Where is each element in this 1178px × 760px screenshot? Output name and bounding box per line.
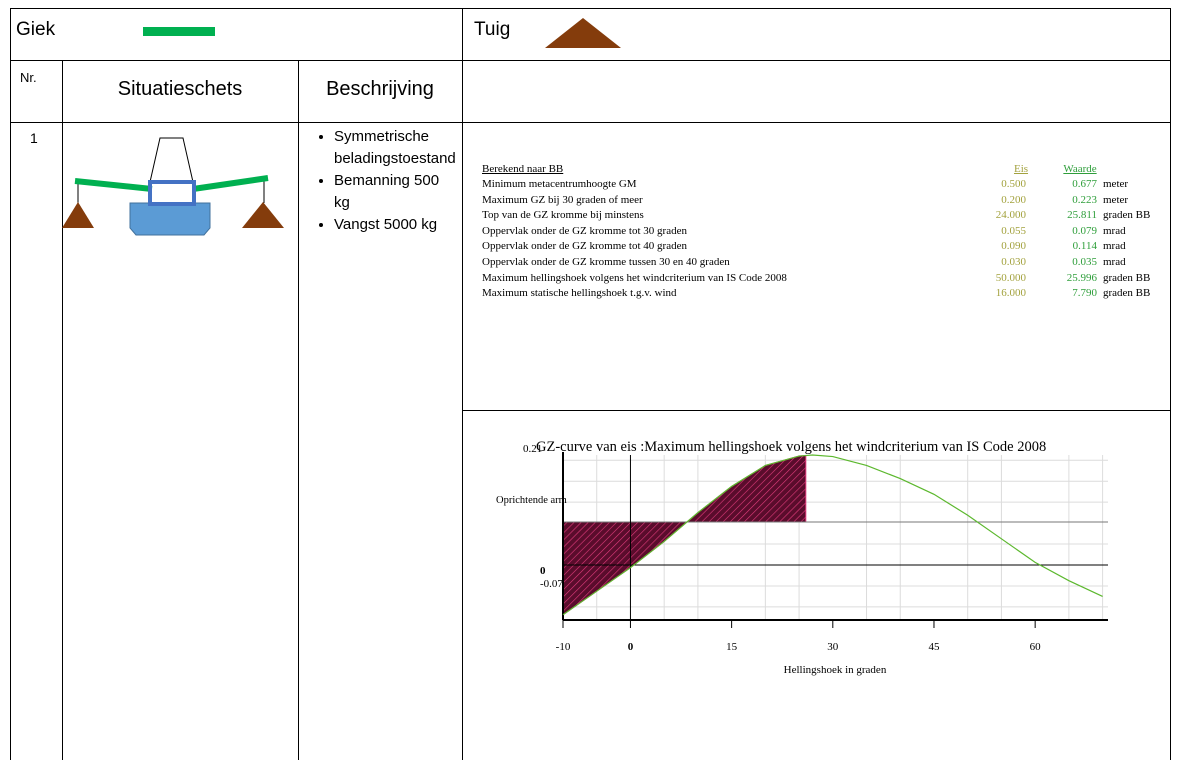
- tuig-icon: [545, 18, 621, 48]
- criterion-waarde: 0.114: [1072, 240, 1097, 253]
- eis-header: Eis: [1013, 163, 1029, 175]
- criterion-label: Top van de GZ kromme bij minstens: [482, 209, 644, 222]
- col-header: Nr.: [20, 70, 37, 85]
- description-item: Vangst 5000 kg: [334, 214, 456, 236]
- criterion-unit: mrad: [1103, 240, 1126, 253]
- col-header: Situatieschets: [117, 78, 243, 100]
- criterion-waarde: 25.996: [1066, 271, 1097, 284]
- criterion-eis: 0.200: [1001, 193, 1026, 206]
- criterion-label: Maximum GZ bij 30 graden of meer: [482, 193, 643, 206]
- criterion-eis: 0.090: [1001, 240, 1026, 253]
- criterion-waarde: 0.223: [1072, 193, 1097, 206]
- x-tick-label: 60: [1030, 641, 1042, 653]
- x-tick-label: 45: [928, 641, 940, 653]
- criterion-label: Minimum metacentrumhoogte GM: [482, 178, 637, 190]
- criterion-unit: graden BB: [1103, 271, 1151, 284]
- stability-heading: Berekend naar BB: [482, 163, 564, 175]
- criterion-eis: 24.000: [995, 209, 1026, 222]
- x-tick-label: 15: [726, 641, 738, 653]
- chart-title: GZ-curve van eis :Maximum hellingshoek v…: [536, 439, 1046, 455]
- criterion-unit: mrad: [1103, 256, 1126, 268]
- criterion-waarde: 0.079: [1072, 224, 1097, 237]
- description-item: Bemanning 500 kg: [334, 170, 456, 214]
- criterion-eis: 0.500: [1001, 178, 1026, 190]
- tuig-label: Tuig: [474, 19, 511, 40]
- x-tick-label: 0: [628, 641, 634, 653]
- criterion-unit: graden BB: [1103, 287, 1151, 300]
- criterion-eis: 16.000: [995, 287, 1026, 300]
- col-header: Beschrijving: [326, 78, 434, 100]
- criterion-waarde: 25.811: [1067, 209, 1097, 222]
- x-tick-label: 30: [827, 641, 839, 653]
- criterion-waarde: 0.035: [1072, 256, 1097, 268]
- criterion-eis: 0.030: [1001, 256, 1026, 268]
- y-axis-label: Oprichtende arm: [496, 495, 567, 506]
- description-item: Symmetrische beladingstoestand: [334, 126, 456, 170]
- criterion-waarde: 7.790: [1072, 287, 1097, 300]
- y-tick-label: 0.21: [523, 443, 542, 455]
- criterion-unit: meter: [1103, 178, 1129, 190]
- criterion-eis: 50.000: [995, 271, 1026, 284]
- criterion-label: Oppervlak onder de GZ kromme tussen 30 e…: [482, 256, 730, 268]
- sketch: [62, 137, 284, 236]
- x-axis-label: Hellingshoek in graden: [784, 664, 887, 676]
- y-tick-label: 0: [540, 565, 546, 577]
- giek-icon: [143, 27, 215, 36]
- x-tick-label: -10: [556, 641, 571, 653]
- y-tick-label: -0.07: [540, 578, 563, 590]
- criterion-unit: mrad: [1103, 224, 1126, 237]
- criterion-eis: 0.055: [1001, 224, 1026, 237]
- criterion-label: Maximum hellingshoek volgens het windcri…: [482, 271, 787, 284]
- description-list: Symmetrische beladingstoestand Bemanning…: [300, 126, 456, 236]
- row-nr: 1: [30, 130, 38, 146]
- waarde-header: Waarde: [1063, 163, 1097, 175]
- criterion-unit: meter: [1103, 193, 1129, 206]
- criterion-label: Maximum statische hellingshoek t.g.v. wi…: [482, 287, 677, 300]
- hatched-area: [562, 454, 807, 616]
- criterion-label: Oppervlak onder de GZ kromme tot 30 grad…: [482, 224, 687, 237]
- giek-label: Giek: [16, 19, 56, 40]
- gz-curve: [562, 454, 1103, 616]
- criterion-waarde: 0.677: [1072, 178, 1097, 190]
- table-borders: [10, 8, 1171, 760]
- criterion-label: Oppervlak onder de GZ kromme tot 40 grad…: [482, 240, 687, 253]
- criterion-unit: graden BB: [1103, 209, 1151, 222]
